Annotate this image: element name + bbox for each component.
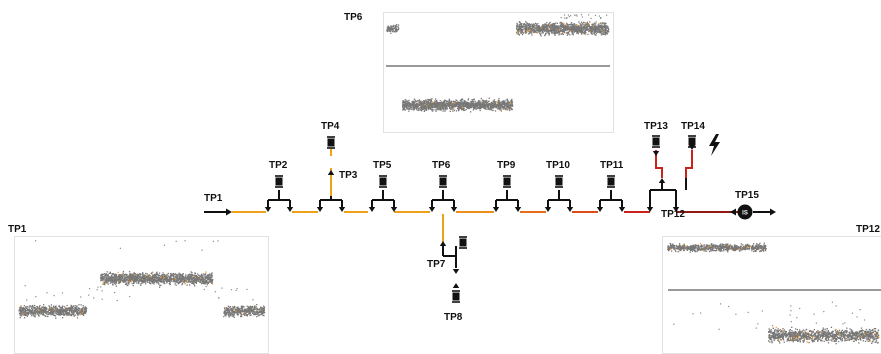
- tp1-cloud-upper: [100, 271, 213, 287]
- tp15-left-arrow: [730, 209, 736, 216]
- junction-tp9: [496, 190, 518, 207]
- tp1-input-arrow: [226, 209, 232, 216]
- label-tp13: TP13: [644, 121, 668, 132]
- label-tp9: TP9: [497, 160, 515, 171]
- tp12-cloud-upper: [667, 243, 767, 253]
- tp8-up-arrow: [453, 283, 459, 288]
- junction-tp6: [432, 190, 454, 207]
- label-tp14: TP14: [681, 121, 705, 132]
- tp6-sparse-top: [561, 14, 608, 19]
- probe-tp8-icon: [452, 291, 460, 302]
- label-tp3: TP3: [339, 170, 357, 181]
- tp6-cloud-upper: [516, 21, 609, 36]
- probe-tp11-icon: [607, 176, 615, 187]
- label-tp10: TP10: [546, 160, 570, 171]
- tp6-cloud-lower: [402, 98, 513, 113]
- junction-tp2: [268, 190, 290, 207]
- label-tp11: TP11: [600, 160, 623, 171]
- junction-tp12: [650, 178, 686, 207]
- tp7-down-arrow: [453, 269, 459, 274]
- label-tp1-panel: TP1: [8, 224, 26, 235]
- tp12-sparse-mid: [673, 302, 865, 331]
- probe-tp13-icon: [652, 136, 660, 147]
- probe-tp6-icon: [439, 176, 447, 187]
- label-tp7: TP7: [427, 259, 445, 270]
- scatter-layer: [19, 14, 880, 344]
- label-tp8: TP8: [444, 312, 462, 323]
- junction-tp11: [600, 190, 622, 207]
- tp1-cloud-lower-right: [223, 304, 265, 318]
- label-tp12: TP12: [661, 209, 685, 220]
- probe-tp2-icon: [275, 176, 283, 187]
- probe-tp4-icon: [327, 137, 335, 148]
- tp6-cloud-upper-left: [386, 24, 399, 34]
- probe-tp9-icon: [503, 176, 511, 187]
- tp13-up-arrow: [659, 178, 665, 183]
- junction-tp10: [548, 190, 570, 207]
- label-tp1: TP1: [204, 193, 222, 204]
- tp13-down-arrow: [653, 151, 659, 156]
- label-tp15: TP15: [735, 190, 759, 201]
- tp12-cloud-lower: [768, 327, 879, 345]
- branch-tp14: [686, 150, 692, 178]
- probe-tp7-icon: [459, 237, 467, 248]
- probe-tp10-icon: [555, 176, 563, 187]
- junction-tp5: [372, 190, 394, 207]
- probe-tp14-icon: [688, 136, 696, 147]
- tp3-up-arrow: [328, 170, 334, 175]
- label-tp12-panel: TP12: [856, 224, 880, 235]
- label-tp2: TP2: [269, 160, 287, 171]
- label-tp5: TP5: [373, 160, 391, 171]
- tp15-right-arrow: [770, 209, 776, 216]
- wiring: [204, 150, 770, 244]
- tp1-sparse-mid: [25, 285, 254, 301]
- junction-tp5-arrow-left: [369, 207, 375, 212]
- label-tp4: TP4: [321, 121, 339, 132]
- tp1-cloud-lower-left: [19, 304, 88, 319]
- lightning-icon: [709, 134, 720, 156]
- probe-tp5-icon: [379, 176, 387, 187]
- tp7-up-arrow: [440, 241, 446, 246]
- label-tp6-panel: TP6: [344, 12, 362, 23]
- source-symbol-label: IS: [742, 211, 748, 217]
- tp1-sparse-top: [35, 240, 219, 251]
- label-tp6: TP6: [432, 160, 450, 171]
